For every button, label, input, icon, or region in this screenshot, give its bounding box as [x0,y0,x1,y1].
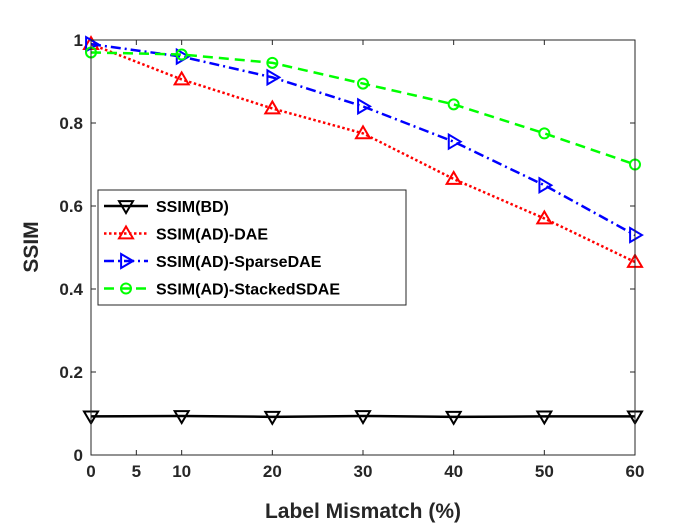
x-tick-label: 50 [535,462,554,481]
series-line [90,42,636,264]
data-point [447,132,463,151]
data-point [263,99,282,115]
data-point [354,124,372,140]
legend-item: SSIM(AD)-StackedSDAE [104,282,340,299]
legend-marker [117,200,135,215]
data-point [266,56,279,69]
data-point [357,97,372,116]
y-tick-label: 0.8 [59,114,83,133]
data-point [629,226,644,244]
data-point [172,410,191,425]
x-tick-label: 0 [86,462,95,481]
y-tick-label: 0 [74,446,83,465]
series-2 [85,35,644,244]
data-point [535,410,554,426]
x-tick-label: 60 [626,462,645,481]
x-tick-label: 5 [132,462,141,481]
legend-marker [120,282,132,295]
data-point [535,209,554,225]
x-tick-label: 20 [263,462,282,481]
data-point [444,410,463,426]
y-tick-label: 0.6 [59,197,83,216]
data-point [357,77,369,90]
legend-marker [120,252,135,270]
legend-box [97,189,407,306]
data-point [538,127,551,140]
y-axis-label: SSIM [20,221,43,272]
series-line [90,51,636,166]
data-point [444,170,463,185]
data-point [538,176,554,194]
data-point [172,70,191,86]
x-tick-label: 10 [172,462,191,481]
y-tick-label: 1 [74,31,83,50]
ticks-layer: 0 5 10 20 30 40 50 60 0 0.2 0.4 0.6 0.8 1 [59,31,644,481]
legend-item: SSIM(AD)-SparseDAE [104,252,322,271]
data-point [354,410,372,425]
data-point [263,410,282,426]
legend-item: SSIM(BD) [104,199,229,216]
data-point [175,48,188,61]
legend: SSIM(BD) SSIM(AD)-DAE SSIM(AD)-SparseDAE SS… [97,189,407,306]
x-tick-label: 40 [444,462,463,481]
series-line [90,414,635,419]
legend-marker [117,224,135,240]
data-point [447,98,460,111]
y-tick-label: 0.4 [59,280,83,299]
x-axis-label: Label Mismatch (%) [265,500,461,523]
x-tick-label: 30 [354,462,373,481]
series-3 [85,46,641,171]
legend-label: SSIM(BD) [156,199,229,216]
legend-item: SSIM(AD)-DAE [104,224,268,244]
data-point [266,68,282,87]
legend-label: SSIM(AD)-DAE [156,227,268,244]
legend-label: SSIM(AD)-SparseDAE [156,254,322,271]
y-tick-label: 0.2 [59,363,83,382]
legend-label: SSIM(AD)-StackedSDAE [156,282,340,299]
